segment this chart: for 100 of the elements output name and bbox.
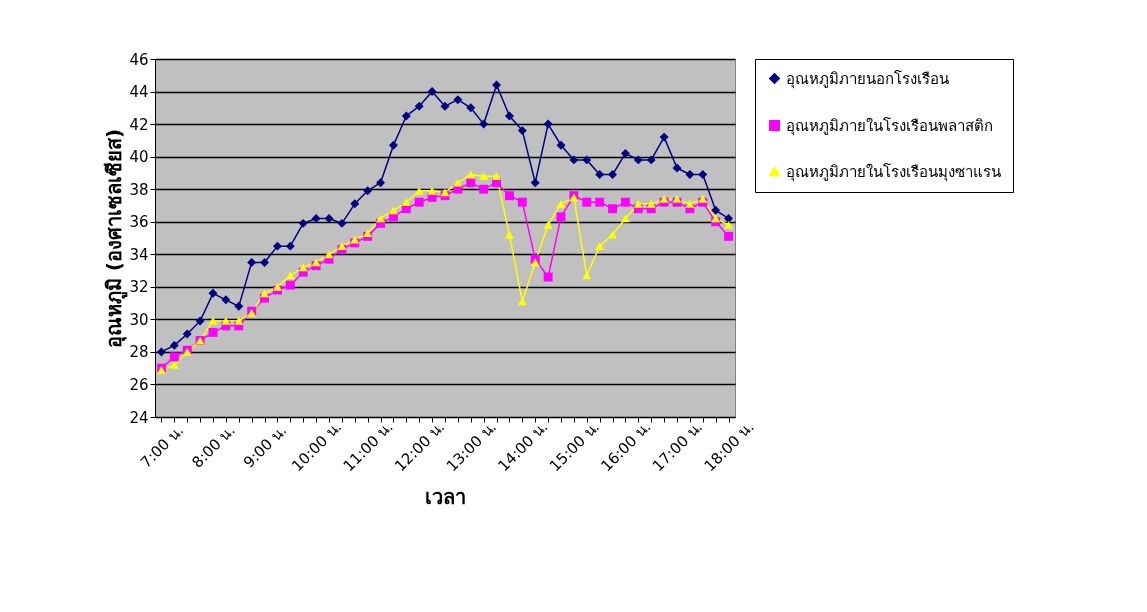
point xyxy=(698,170,708,180)
point xyxy=(672,163,682,173)
point xyxy=(247,257,257,267)
point xyxy=(285,280,295,290)
point xyxy=(311,258,321,267)
point xyxy=(620,214,630,223)
point xyxy=(504,230,514,239)
point xyxy=(724,221,734,229)
point xyxy=(724,231,734,241)
point xyxy=(569,155,579,165)
point xyxy=(169,340,179,350)
y-tick-label: 24 xyxy=(129,408,149,427)
point xyxy=(260,257,270,267)
point xyxy=(298,218,308,228)
point xyxy=(492,172,502,181)
point xyxy=(208,288,218,298)
y-tick-label: 38 xyxy=(129,180,149,199)
y-tick-label: 26 xyxy=(129,375,149,394)
y-axis-title: อุณหภูมิ (องศาเซลเซียส) xyxy=(102,128,129,349)
y-tick-label: 46 xyxy=(129,50,149,69)
point xyxy=(401,198,411,207)
point xyxy=(582,197,592,207)
point xyxy=(324,214,334,223)
y-tick-label: 30 xyxy=(129,310,149,329)
point xyxy=(479,119,489,129)
point xyxy=(350,235,360,244)
point xyxy=(556,140,566,150)
point xyxy=(646,155,656,165)
y-tick-label: 42 xyxy=(129,115,149,134)
point xyxy=(530,178,540,188)
point xyxy=(724,214,734,223)
point xyxy=(337,218,347,228)
x-axis-title: เวลา xyxy=(425,485,466,510)
point xyxy=(608,204,618,214)
point xyxy=(608,170,618,180)
point xyxy=(582,271,592,280)
point xyxy=(672,195,682,203)
point xyxy=(504,111,514,121)
point xyxy=(479,184,489,194)
point xyxy=(659,195,669,203)
point xyxy=(517,297,527,306)
point xyxy=(646,199,656,208)
point xyxy=(595,197,605,207)
point xyxy=(595,170,605,180)
point xyxy=(556,199,566,208)
point xyxy=(363,186,373,196)
point xyxy=(324,250,334,259)
point xyxy=(685,170,695,180)
point xyxy=(466,178,476,188)
point xyxy=(234,317,244,325)
point xyxy=(492,80,502,90)
point xyxy=(388,206,398,215)
y-tick-label: 36 xyxy=(129,213,149,232)
point xyxy=(221,295,231,305)
y-tick-label: 44 xyxy=(129,83,149,102)
point xyxy=(388,140,398,150)
point xyxy=(440,188,450,197)
y-tick-label: 28 xyxy=(129,343,149,362)
point xyxy=(376,214,386,223)
point xyxy=(350,199,360,209)
point xyxy=(711,205,721,215)
point xyxy=(182,329,192,339)
point xyxy=(208,327,218,337)
point xyxy=(311,214,321,223)
point xyxy=(427,186,437,195)
point xyxy=(479,172,489,181)
point xyxy=(543,119,553,129)
point xyxy=(272,282,282,291)
y-tick-label: 40 xyxy=(129,148,149,167)
point xyxy=(195,316,205,326)
legend-label: อุณหภูมิภายในโรงเรือนมุงซาแรน xyxy=(786,162,1001,182)
point xyxy=(698,195,708,203)
point xyxy=(608,230,618,239)
point xyxy=(427,87,437,97)
point xyxy=(633,155,643,165)
point xyxy=(517,126,527,136)
point xyxy=(414,186,424,195)
point xyxy=(620,148,630,158)
y-tick-label: 34 xyxy=(129,245,149,264)
point xyxy=(298,263,308,272)
point xyxy=(440,101,450,111)
point xyxy=(285,271,295,280)
point xyxy=(272,241,282,251)
point xyxy=(363,229,373,237)
point xyxy=(620,197,630,207)
point xyxy=(156,347,166,357)
legend-label: อุณหภูมิภายนอกโรงเรือน xyxy=(786,69,949,89)
point xyxy=(260,289,270,298)
point xyxy=(401,111,411,121)
point xyxy=(414,101,424,111)
point xyxy=(466,103,476,113)
point xyxy=(208,317,218,325)
point xyxy=(285,241,295,251)
point xyxy=(376,178,386,188)
point xyxy=(169,361,179,369)
legend-label: อุณหภูมิภายในโรงเรือนพลาสติก xyxy=(786,116,993,136)
point xyxy=(543,221,553,229)
point xyxy=(221,317,231,325)
point xyxy=(504,191,514,201)
y-tick-label: 32 xyxy=(129,278,149,297)
